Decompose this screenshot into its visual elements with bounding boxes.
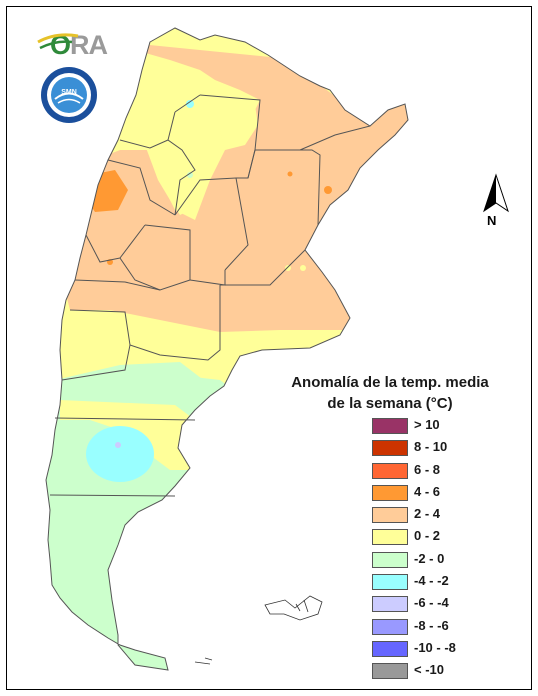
legend-swatch — [372, 574, 408, 591]
legend-swatch — [372, 507, 408, 524]
legend-label: 6 - 8 — [414, 461, 441, 477]
legend-label: < -10 — [414, 662, 444, 678]
legend-label: 4 - 6 — [414, 483, 441, 499]
legend-label: 2 - 4 — [414, 506, 441, 522]
legend-swatch — [372, 484, 408, 501]
legend-label: -10 - -8 — [414, 639, 456, 655]
legend-swatch — [372, 618, 408, 635]
legend-swatch — [372, 663, 408, 680]
legend-title-line1: Anomalía de la temp. media — [291, 374, 489, 391]
north-arrow-icon — [483, 173, 509, 213]
north-label: N — [487, 213, 497, 228]
ora-swoosh-icon — [37, 33, 79, 50]
legend-swatch — [372, 596, 408, 613]
legend-label: -8 - -6 — [414, 617, 449, 633]
legend-swatch — [372, 640, 408, 657]
legend-label: > 10 — [414, 417, 440, 432]
legend-label: -6 - -4 — [414, 595, 449, 611]
legend-title-line2: de la semana (°C) — [327, 395, 453, 412]
ora-logo-o: O — [50, 30, 71, 60]
legend-label: 8 - 10 — [414, 439, 448, 455]
smn-seal-icon: SMN — [41, 67, 97, 123]
legend-swatch — [372, 529, 408, 546]
legend-swatch — [372, 462, 408, 479]
legend-swatch — [372, 440, 408, 457]
legend-swatch — [372, 418, 408, 434]
seal-center-text: SMN — [61, 89, 77, 96]
legend-label: 0 - 2 — [414, 528, 441, 544]
legend-label: -4 - -2 — [414, 573, 449, 589]
legend-label: -2 - 0 — [414, 550, 445, 566]
legend-swatch — [372, 551, 408, 568]
legend-title: Anomalía de la temp. media de la semana … — [290, 372, 490, 414]
